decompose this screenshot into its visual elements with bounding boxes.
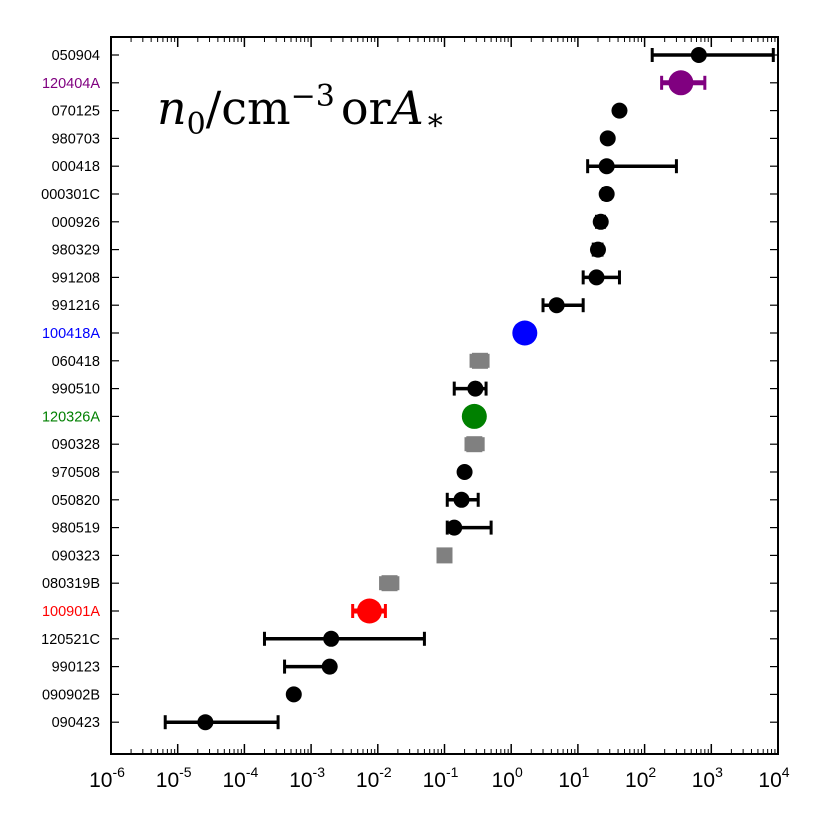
plot-frame (110, 36, 779, 755)
category-label: 070125 (52, 104, 100, 120)
data-point (453, 491, 470, 508)
x-tick-label: 101 (558, 764, 589, 792)
category-label: 090423 (52, 715, 100, 731)
x-tick-exponent: 0 (515, 764, 523, 780)
category-label: 100418A (42, 326, 100, 342)
title-unit-exponent: −3 (291, 79, 335, 114)
data-point (321, 658, 338, 675)
category-label: 990510 (52, 382, 100, 398)
x-tick-exponent: -1 (446, 764, 459, 780)
data-point (690, 47, 707, 63)
data-point (197, 714, 214, 731)
x-tick-base: 10 (89, 769, 112, 792)
data-point (599, 130, 616, 147)
category-label: 090328 (52, 437, 100, 453)
title-connector: or (341, 81, 391, 135)
x-tick-base: 10 (156, 769, 179, 792)
data-point (467, 380, 484, 397)
category-label: 000418 (52, 159, 100, 175)
x-tick-exponent: 3 (715, 764, 723, 780)
data-point (512, 320, 538, 346)
category-label: 991208 (52, 270, 100, 286)
data-point (285, 686, 302, 703)
x-tick-exponent: 4 (782, 764, 790, 780)
x-tick-exponent: -5 (179, 764, 192, 780)
x-tick-base: 10 (222, 769, 245, 792)
x-tick-label: 103 (692, 764, 723, 792)
category-label: 970508 (52, 465, 100, 481)
category-label: 090902B (42, 687, 100, 703)
x-tick-label: 104 (758, 764, 789, 792)
category-label: 060418 (52, 354, 100, 370)
category-label: 050820 (52, 493, 100, 509)
category-label: 990123 (52, 660, 100, 676)
data-point (588, 269, 605, 286)
x-tick-exponent: -3 (313, 764, 326, 780)
x-tick-label: 102 (625, 764, 656, 792)
data-point-square (466, 436, 483, 453)
category-label: 050904 (52, 48, 100, 64)
data-point-square (471, 352, 488, 369)
data-point (598, 158, 615, 175)
markers-group (197, 47, 707, 731)
x-tick-base: 10 (289, 769, 312, 792)
category-label: 000926 (52, 215, 100, 231)
x-tick-exponent: -2 (379, 764, 392, 780)
title-symbol-2: A (387, 81, 424, 135)
data-point (323, 630, 340, 647)
data-point (598, 186, 615, 202)
data-point (446, 519, 463, 536)
data-point (356, 598, 382, 624)
x-tick-label: 10-5 (156, 764, 192, 792)
category-label: 120404A (42, 76, 100, 92)
x-tick-exponent: -4 (246, 764, 259, 780)
x-ticks-group (110, 37, 779, 754)
x-tick-base: 10 (356, 769, 379, 792)
x-tick-exponent: -6 (112, 764, 125, 780)
data-point-square (436, 547, 453, 564)
data-point (461, 403, 487, 429)
x-tick-exponent: 2 (648, 764, 656, 780)
category-label: 080319B (42, 576, 100, 592)
data-point (592, 213, 609, 230)
category-labels-group: 050904 120404A 070125 980703 000418 000301C 00… (41, 48, 100, 731)
title-unit: /cm (206, 81, 291, 135)
category-label: 100901A (42, 604, 100, 620)
data-point (668, 70, 694, 96)
x-tick-base: 10 (625, 769, 648, 792)
x-tick-base: 10 (423, 769, 446, 792)
category-label: 980519 (52, 521, 100, 537)
title-symbol: n (157, 81, 187, 135)
x-tick-label: 10-4 (222, 764, 258, 792)
category-label: 120521C (41, 632, 100, 648)
data-point (611, 102, 628, 119)
x-tick-base: 10 (558, 769, 581, 792)
data-point-square (381, 575, 398, 592)
category-label: 120326A (42, 409, 100, 425)
x-tick-label: 10-1 (423, 764, 459, 792)
data-point (589, 241, 606, 258)
category-label: 991216 (52, 298, 100, 314)
x-tick-label: 10-3 (289, 764, 325, 792)
x-tick-labels-group: 10-6 10-5 10-4 10-3 10-2 10-1 100 101 102 103 104 (89, 764, 790, 792)
x-tick-base: 10 (492, 769, 515, 792)
y-ticks-group (111, 54, 778, 723)
title-subscript: 0 (187, 107, 206, 142)
x-tick-base: 10 (758, 769, 781, 792)
x-tick-label: 100 (492, 764, 523, 792)
data-point (548, 297, 565, 314)
x-tick-label: 10-6 (89, 764, 125, 792)
category-label: 980329 (52, 243, 100, 259)
category-label: 090323 (52, 548, 100, 564)
data-point (456, 464, 473, 480)
category-label: 000301C (41, 187, 100, 203)
chart-title: n0/cm−3 orA * (157, 79, 443, 144)
category-label: 980703 (52, 131, 100, 147)
x-tick-label: 10-2 (356, 764, 392, 792)
title-subscript-2: * (428, 109, 443, 144)
x-tick-exponent: 1 (582, 764, 590, 780)
x-tick-base: 10 (692, 769, 715, 792)
